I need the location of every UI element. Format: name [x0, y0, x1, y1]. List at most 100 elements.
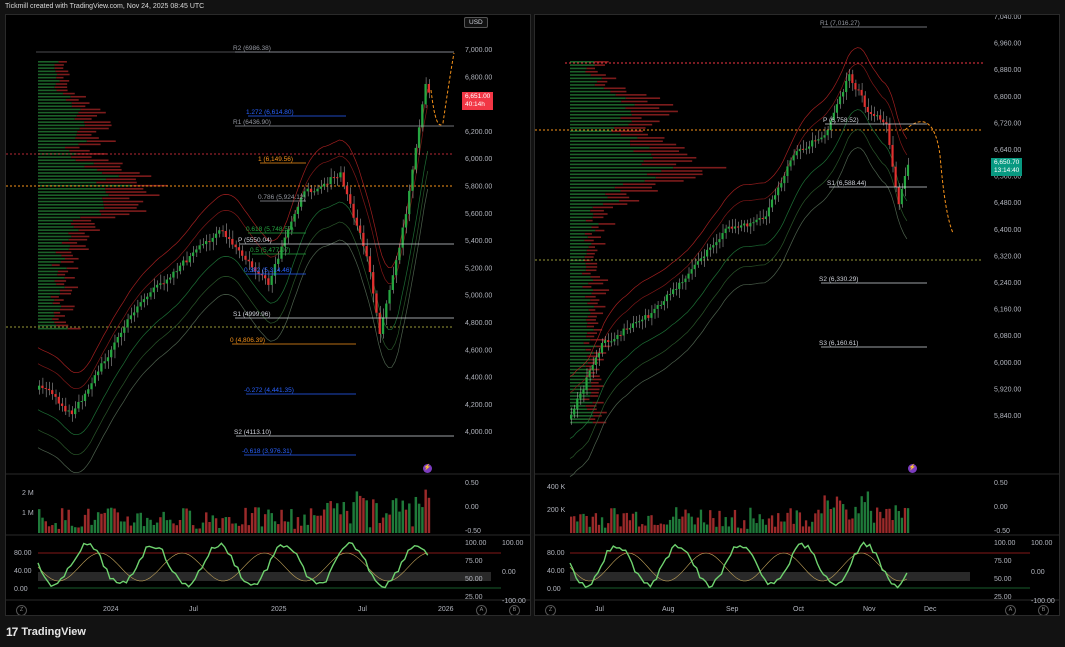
volume-profile-bar	[570, 348, 586, 351]
volume-bar	[570, 516, 573, 533]
time-axis-label: Nov	[863, 606, 876, 613]
volume-profile-bar	[570, 272, 583, 275]
auto-scale-icon-right[interactable]: A	[1005, 605, 1016, 615]
volume-profile-bar	[38, 292, 60, 295]
volume-profile-bar	[570, 120, 632, 123]
volume-bar	[408, 503, 411, 533]
volume-profile-bar	[586, 67, 596, 70]
volume-profile-bar	[590, 209, 604, 212]
candle	[142, 299, 146, 303]
last-price-right: 6,650.70	[994, 159, 1020, 166]
candle	[398, 247, 401, 261]
volume-bar	[795, 510, 798, 533]
volume-profile-bar	[570, 216, 593, 219]
candle	[789, 160, 792, 167]
bottom-bar: 17 TradingView	[0, 618, 1065, 647]
volume-profile-bar	[570, 160, 644, 162]
candle	[761, 217, 764, 220]
settings-icon-right[interactable]: B	[1038, 605, 1049, 615]
candle	[814, 140, 817, 142]
price-axis-label: 6,480.00	[994, 200, 1021, 207]
volume-profile-bar	[570, 123, 629, 126]
osc-axis-label-right: 50.00	[994, 576, 1012, 583]
auto-scale-icon[interactable]: A	[476, 605, 487, 615]
volume-profile-bar	[623, 183, 656, 186]
osc-axis-label: 0.00	[14, 586, 28, 593]
volume-profile-bar	[570, 163, 642, 166]
currency-button[interactable]: USD	[464, 17, 488, 28]
candle	[823, 135, 826, 138]
volume-profile-bar	[582, 272, 591, 275]
volume-profile-bar	[570, 156, 653, 159]
volume-bar	[93, 519, 97, 533]
volume-profile-bar	[38, 219, 73, 222]
volume-profile-bar	[103, 200, 144, 203]
price-axis-label: 5,400.00	[465, 238, 492, 245]
time-axis-label: Sep	[726, 606, 739, 613]
left-chart-pane[interactable]: R2 (6986.38) 1.272 (6,614.80) R1 (6436.90)…	[5, 14, 531, 616]
volume-profile-bar	[38, 203, 104, 206]
volume-profile-bar	[570, 84, 595, 86]
volume-bar	[365, 500, 368, 533]
osc-line	[37, 541, 429, 589]
tradingview-logo[interactable]: 17 TradingView	[6, 625, 86, 639]
left-chart-canvas[interactable]: R2 (6986.38) 1.272 (6,614.80) R1 (6436.90)…	[6, 15, 531, 616]
right-chart-pane[interactable]: R1 (7,016.27) P (6,758.52) S1 (6,588.44) S2…	[534, 14, 1060, 616]
volume-profile-bar	[38, 318, 53, 320]
volume-bar	[610, 508, 613, 533]
osc-band	[570, 572, 970, 581]
volume-profile-bar	[57, 73, 70, 76]
price-axis-label: 6,960.00	[994, 41, 1021, 48]
volume-bar	[398, 511, 401, 533]
flash-icon[interactable]: ⚡	[423, 464, 432, 473]
volume-profile-bar	[38, 127, 80, 130]
volume-profile-bar	[70, 95, 86, 98]
candle	[869, 112, 872, 114]
volume-profile-bar	[595, 345, 611, 348]
volume-profile-bar	[570, 332, 588, 334]
volume-profile-bar	[38, 181, 97, 184]
volume-profile-bar	[570, 335, 587, 338]
volume-bar	[300, 525, 303, 533]
level-label: S1 (4999.96)	[233, 311, 271, 318]
candle	[659, 304, 662, 306]
price-axis-label: 5,600.00	[465, 211, 492, 218]
candle	[631, 323, 634, 328]
candle	[339, 172, 342, 178]
volume-profile-bar	[70, 223, 95, 225]
volume-profile-bar	[38, 308, 60, 311]
volume-profile-bar	[585, 375, 600, 377]
volume-bar	[767, 518, 771, 533]
volume-bar	[607, 523, 610, 533]
volume-profile-bar	[587, 408, 597, 411]
settings-icon[interactable]: B	[509, 605, 520, 615]
volume-profile-bar	[38, 261, 61, 263]
volume-profile-bar	[57, 270, 69, 273]
candle	[38, 385, 41, 390]
volume-bar	[644, 525, 647, 533]
flash-icon-right[interactable]: ⚡	[908, 464, 917, 473]
right-chart-canvas[interactable]: R1 (7,016.27) P (6,758.52) S1 (6,588.44) S2…	[535, 15, 1060, 616]
candle	[579, 393, 582, 399]
volume-bar	[103, 512, 106, 533]
volume-profile-bar	[570, 133, 621, 136]
price-axis-label: 6,640.00	[994, 147, 1021, 154]
candle	[129, 315, 132, 320]
candle	[254, 267, 257, 272]
candle	[365, 246, 368, 257]
zoom-icon-right[interactable]: Z	[545, 605, 556, 615]
candle	[408, 190, 411, 215]
volume-profile-bar	[570, 368, 588, 371]
volume-bar	[116, 512, 120, 533]
volume-profile-bar	[594, 84, 606, 86]
volume-profile-bar	[56, 283, 65, 285]
volume-profile-bar	[38, 299, 55, 301]
candle	[93, 375, 96, 384]
volume-bar	[780, 521, 783, 533]
volume-profile-bar	[78, 111, 106, 114]
candle	[696, 261, 699, 265]
volume-bar	[100, 513, 103, 533]
volume-bar	[352, 502, 355, 533]
volume-axis-label: 2 M	[22, 490, 34, 497]
zoom-icon[interactable]: Z	[16, 605, 27, 615]
